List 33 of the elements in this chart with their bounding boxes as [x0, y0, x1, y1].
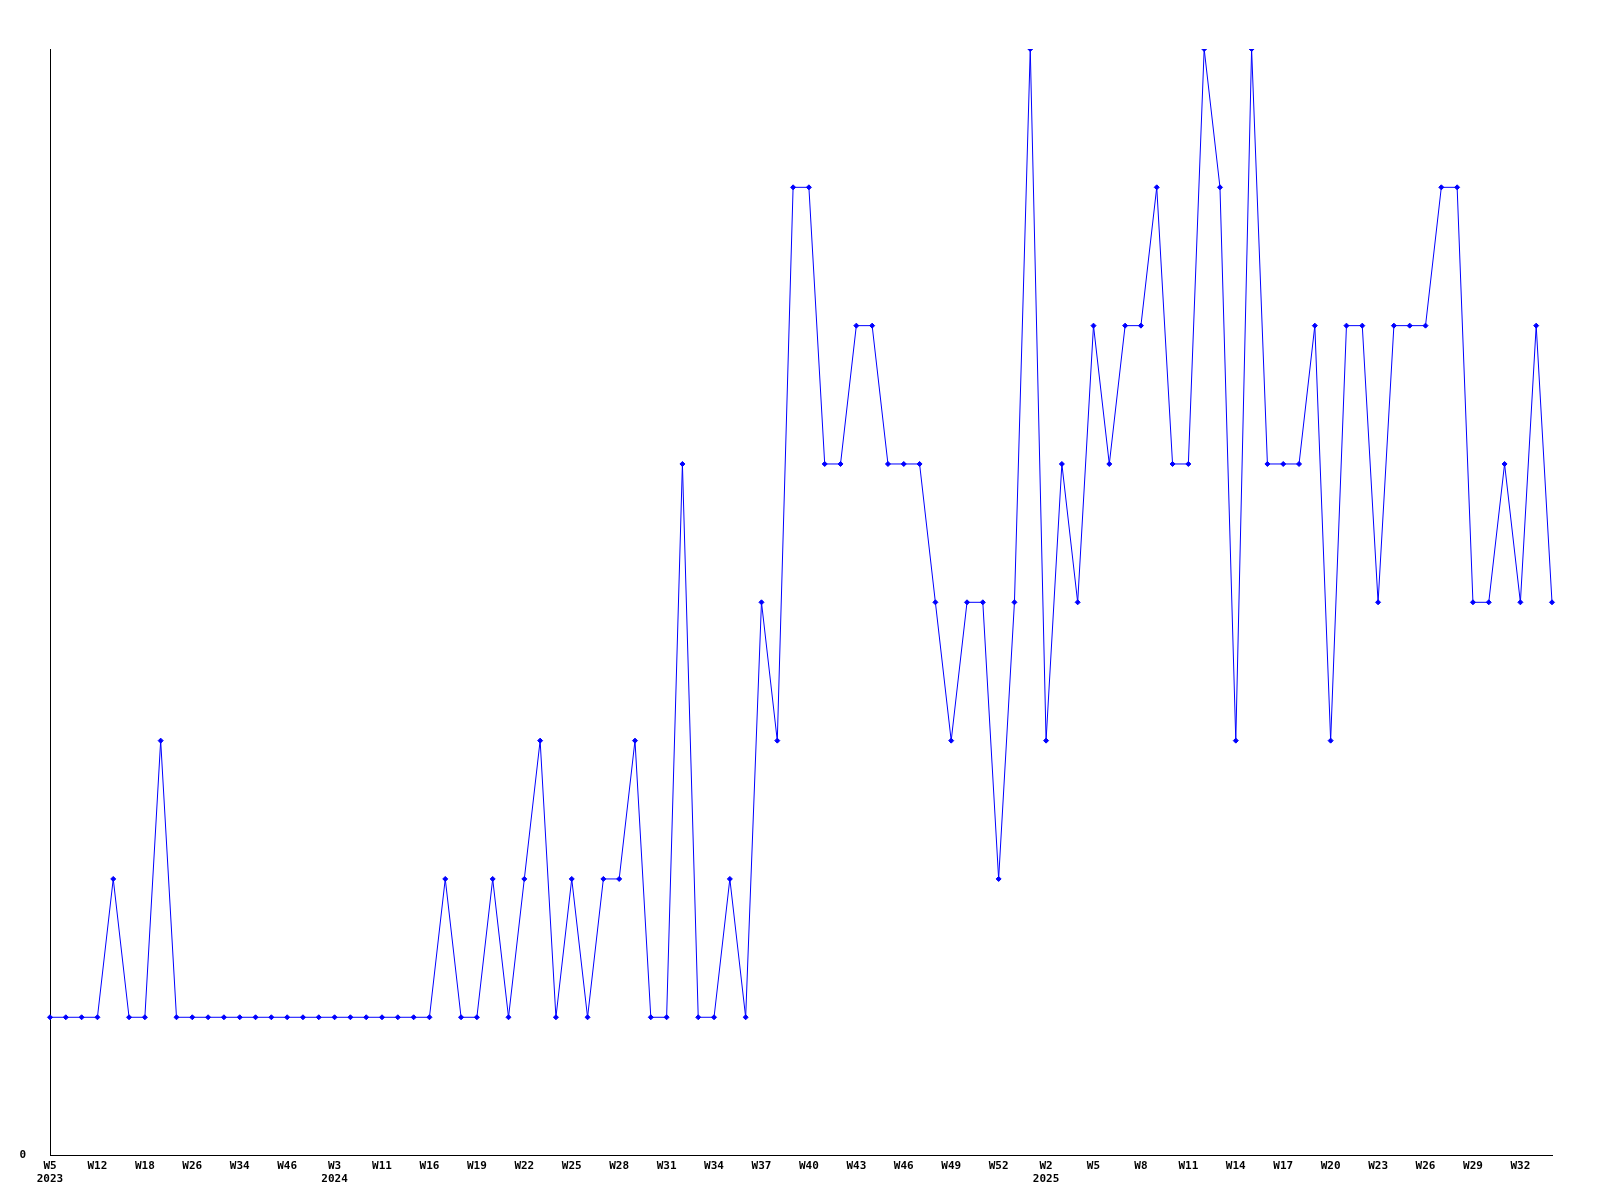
text: 0 [19, 1148, 26, 1162]
x-tick-label: W17 [1273, 1159, 1294, 1173]
x-tick-label: W46 [893, 1159, 915, 1173]
x-tick-label: W18 [134, 1159, 155, 1173]
x-tick-label: W31 [656, 1159, 677, 1173]
x-tick-label: W5 2023 [36, 1159, 64, 1186]
x-tick-label: W29 [1463, 1159, 1483, 1173]
x-tick-label: W49 [941, 1159, 962, 1173]
x-tick-label: W20 [1320, 1159, 1341, 1173]
x-tick-label: W12 [87, 1159, 108, 1173]
x-tick-label: W32 [1510, 1159, 1531, 1173]
x-tick-label: W52 [988, 1159, 1009, 1173]
x-tick-label: W37 [751, 1159, 772, 1173]
x-tick-label: W28 [609, 1159, 630, 1173]
x-tick-label: W25 [561, 1159, 582, 1173]
x-tick-label: W11 [1178, 1159, 1199, 1173]
x-tick-label: W11 [372, 1159, 393, 1173]
x-tick-label: W46 [277, 1159, 298, 1173]
x-tick-label: W22 [514, 1159, 535, 1173]
x-tick-label: W16 [419, 1159, 440, 1173]
x-tick-label: W5 [1086, 1159, 1101, 1173]
x-tick-label: W40 [798, 1159, 819, 1173]
x-tick-label: W8 [1134, 1159, 1148, 1173]
x-tick-label: W3 2024 [321, 1159, 349, 1186]
x-tick-label: W34 [704, 1159, 725, 1173]
x-tick-label: W23 [1368, 1159, 1389, 1173]
x-tick-label: W2 2025 [1032, 1159, 1060, 1186]
x-tick-label: W26 [182, 1159, 203, 1173]
x-tick-label: W19 [466, 1159, 487, 1173]
x-tick-label: W26 [1415, 1159, 1436, 1173]
x-tick-label: W34 [229, 1159, 251, 1173]
x-tick-label: W14 [1225, 1159, 1247, 1173]
x-tick-label: W43 [846, 1159, 867, 1173]
